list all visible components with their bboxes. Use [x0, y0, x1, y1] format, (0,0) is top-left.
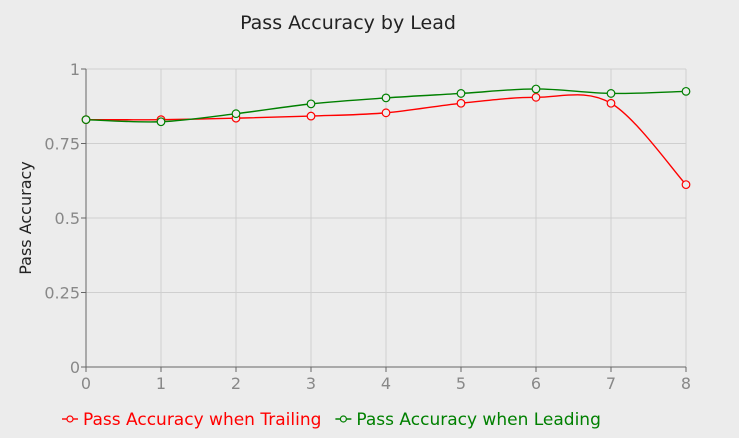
y-tick-label: 0.5 — [55, 209, 80, 228]
legend-label: Pass Accuracy when Trailing — [83, 410, 321, 430]
y-tick-label: 0.25 — [44, 284, 80, 303]
data-point — [381, 108, 391, 118]
x-tick-label: 8 — [681, 374, 691, 393]
chart-title: Pass Accuracy by Lead — [240, 12, 456, 34]
x-tick-label: 1 — [156, 374, 166, 393]
y-axis-title: Pass Accuracy — [16, 161, 35, 275]
data-point — [606, 98, 616, 108]
x-tick-label: 0 — [81, 374, 91, 393]
data-point — [456, 89, 466, 98]
y-tick-label: 1 — [70, 60, 80, 79]
y-tick-label: 0.75 — [44, 135, 80, 154]
legend[interactable]: Pass Accuracy when Trailing Pass Accuracy… — [62, 410, 601, 430]
data-point — [606, 89, 616, 98]
x-tick-label: 4 — [381, 374, 391, 393]
data-point — [156, 117, 166, 127]
data-point — [531, 92, 541, 102]
data-point — [306, 99, 316, 109]
legend-point-marker — [66, 415, 74, 423]
x-tick-label: 7 — [606, 374, 616, 393]
data-point — [231, 109, 241, 119]
data-point — [681, 86, 691, 96]
y-tick-label: 0 — [70, 358, 80, 377]
legend-point-marker — [339, 415, 347, 423]
series-leading — [81, 84, 691, 127]
data-point — [531, 84, 541, 94]
series-layer — [81, 84, 691, 190]
data-point — [306, 111, 316, 121]
legend-item-trailing[interactable]: Pass Accuracy when Trailing — [62, 410, 321, 430]
data-point — [381, 93, 391, 103]
data-point — [81, 115, 91, 125]
legend-item-leading[interactable]: Pass Accuracy when Leading — [335, 410, 601, 430]
x-tick-label: 5 — [456, 374, 466, 393]
x-tick-label: 2 — [231, 374, 241, 393]
x-tick-label: 6 — [531, 374, 541, 393]
legend-label: Pass Accuracy when Leading — [356, 410, 600, 430]
axes: 0 1 2 3 4 5 6 7 8 0 0.25 0.5 0.75 1 — [44, 60, 691, 393]
x-tick-label: 3 — [306, 374, 316, 393]
data-point — [456, 98, 466, 108]
data-point — [681, 180, 691, 190]
